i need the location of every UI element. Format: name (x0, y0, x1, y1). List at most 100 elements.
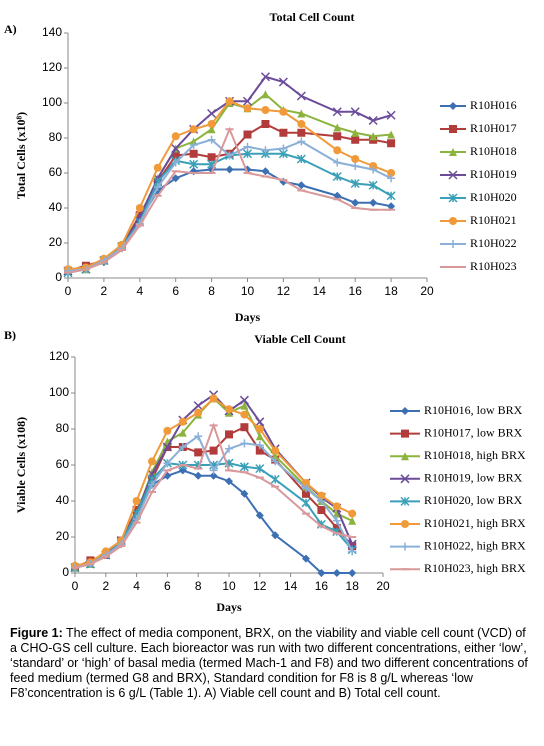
data-point (261, 167, 270, 176)
data-point (369, 165, 378, 174)
data-point (261, 90, 270, 99)
legend-label: R10H022 (470, 236, 517, 250)
data-point (178, 417, 187, 426)
data-point (207, 153, 216, 162)
data-point (301, 498, 311, 508)
data-point (171, 174, 180, 183)
data-point (271, 446, 280, 455)
legend-label: R10H018, high BRX (424, 448, 526, 462)
y-tick-label: 20 (56, 529, 70, 543)
data-point (297, 120, 306, 128)
data-point (332, 107, 342, 117)
data-point (171, 132, 180, 141)
data-point (189, 125, 198, 134)
data-point (189, 167, 198, 176)
data-point (255, 417, 265, 427)
data-point (153, 183, 162, 191)
series-line (67, 92, 392, 272)
legend-marker (449, 125, 457, 133)
x-tick-label: 20 (376, 579, 390, 593)
caption: Figure 1: The effect of media component,… (10, 626, 535, 701)
x-tick-label: 2 (102, 579, 109, 593)
x-tick-label: 18 (384, 284, 398, 298)
data-point (296, 154, 306, 164)
x-tick-label: 0 (72, 579, 79, 593)
x-tick-label: 4 (136, 284, 143, 298)
data-point (278, 77, 288, 87)
y-tick-label: 40 (56, 493, 70, 507)
data-point (297, 137, 306, 146)
data-point (148, 480, 156, 489)
legend-marker (400, 496, 410, 506)
legend-label: R10H021 (470, 213, 517, 227)
caption-label: Figure 1: (10, 626, 63, 640)
data-point (261, 120, 270, 128)
y-tick-label: 60 (56, 457, 70, 471)
data-point (207, 135, 216, 144)
data-point (351, 198, 360, 207)
y-axis-label: Total Cells (x10⁸) (14, 112, 28, 199)
data-point (255, 511, 264, 520)
data-point (189, 149, 198, 158)
data-point (317, 506, 326, 514)
legend-label: R10H017 (470, 121, 517, 135)
data-point (333, 123, 342, 132)
legend-label: R10H021, high BRX (424, 516, 526, 530)
legend-marker (401, 407, 409, 415)
y-tick-label: 0 (55, 270, 62, 284)
data-point (387, 139, 396, 148)
chart-title: Viable Cell Count (254, 332, 346, 346)
data-point (209, 446, 218, 455)
data-point (369, 132, 378, 141)
y-tick-label: 20 (49, 235, 63, 249)
data-point (193, 401, 203, 411)
legend-marker (449, 148, 457, 156)
data-point (209, 471, 218, 480)
data-point (171, 143, 181, 154)
data-point (350, 107, 360, 117)
data-point (242, 149, 253, 159)
data-point (255, 441, 264, 450)
data-point (194, 408, 203, 417)
x-tick-label: 6 (164, 579, 171, 593)
data-point (240, 401, 249, 410)
legend-label: R10H023 (470, 259, 517, 273)
data-point (317, 491, 326, 500)
x-tick-label: 2 (101, 284, 108, 298)
y-axis-label: Viable Cells (x108) (14, 417, 28, 513)
x-tick-label: 10 (222, 579, 236, 593)
data-point (317, 497, 326, 505)
data-point (194, 448, 203, 457)
series-line (67, 126, 392, 274)
data-point (189, 159, 199, 169)
data-point (350, 178, 360, 189)
x-tick-label: 8 (208, 284, 215, 298)
x-axis-label: Days (216, 600, 242, 614)
series-line (67, 168, 392, 272)
y-tick-label: 0 (62, 565, 69, 579)
data-point (302, 484, 310, 493)
legend-label: R10H020 (470, 190, 517, 204)
data-point (207, 120, 216, 128)
data-point (368, 180, 378, 190)
legend-label: R10H019, low BRX (424, 471, 523, 485)
x-axis-label: Days (235, 310, 261, 324)
x-tick-label: 12 (277, 284, 291, 298)
data-point (332, 171, 342, 182)
y-tick-label: 100 (42, 95, 62, 109)
data-point (348, 569, 357, 577)
data-point (387, 174, 396, 183)
data-point (279, 128, 288, 137)
data-point (333, 158, 342, 167)
data-point (209, 466, 218, 475)
legend-marker (449, 240, 457, 248)
data-point (171, 151, 180, 160)
legend-label: R10H016, low BRX (424, 403, 523, 417)
x-tick-label: 4 (133, 579, 140, 593)
data-point (297, 128, 306, 137)
data-point (239, 395, 249, 405)
data-point (297, 181, 306, 190)
data-point (163, 426, 172, 435)
data-point (279, 107, 288, 116)
